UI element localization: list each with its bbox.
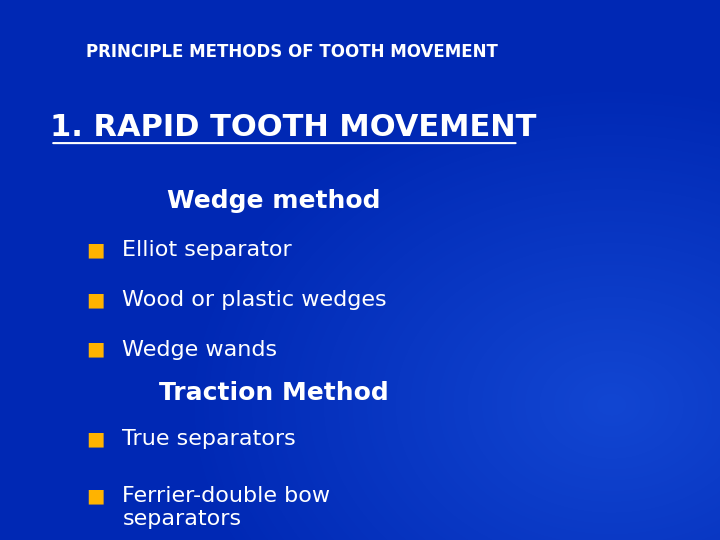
Text: ■: ■ xyxy=(86,486,105,505)
Text: Ferrier-double bow
separators: Ferrier-double bow separators xyxy=(122,486,330,529)
Text: Wedge method: Wedge method xyxy=(167,189,380,213)
Text: ■: ■ xyxy=(86,429,105,448)
Text: ■: ■ xyxy=(86,340,105,359)
Text: Elliot separator: Elliot separator xyxy=(122,240,292,260)
Text: 1. RAPID TOOTH MOVEMENT: 1. RAPID TOOTH MOVEMENT xyxy=(50,113,537,143)
Text: ■: ■ xyxy=(86,240,105,259)
Text: Wood or plastic wedges: Wood or plastic wedges xyxy=(122,290,387,310)
Text: PRINCIPLE METHODS OF TOOTH MOVEMENT: PRINCIPLE METHODS OF TOOTH MOVEMENT xyxy=(86,43,498,61)
Text: ■: ■ xyxy=(86,290,105,309)
Text: True separators: True separators xyxy=(122,429,296,449)
Text: Wedge wands: Wedge wands xyxy=(122,340,277,360)
Text: Traction Method: Traction Method xyxy=(158,381,389,404)
